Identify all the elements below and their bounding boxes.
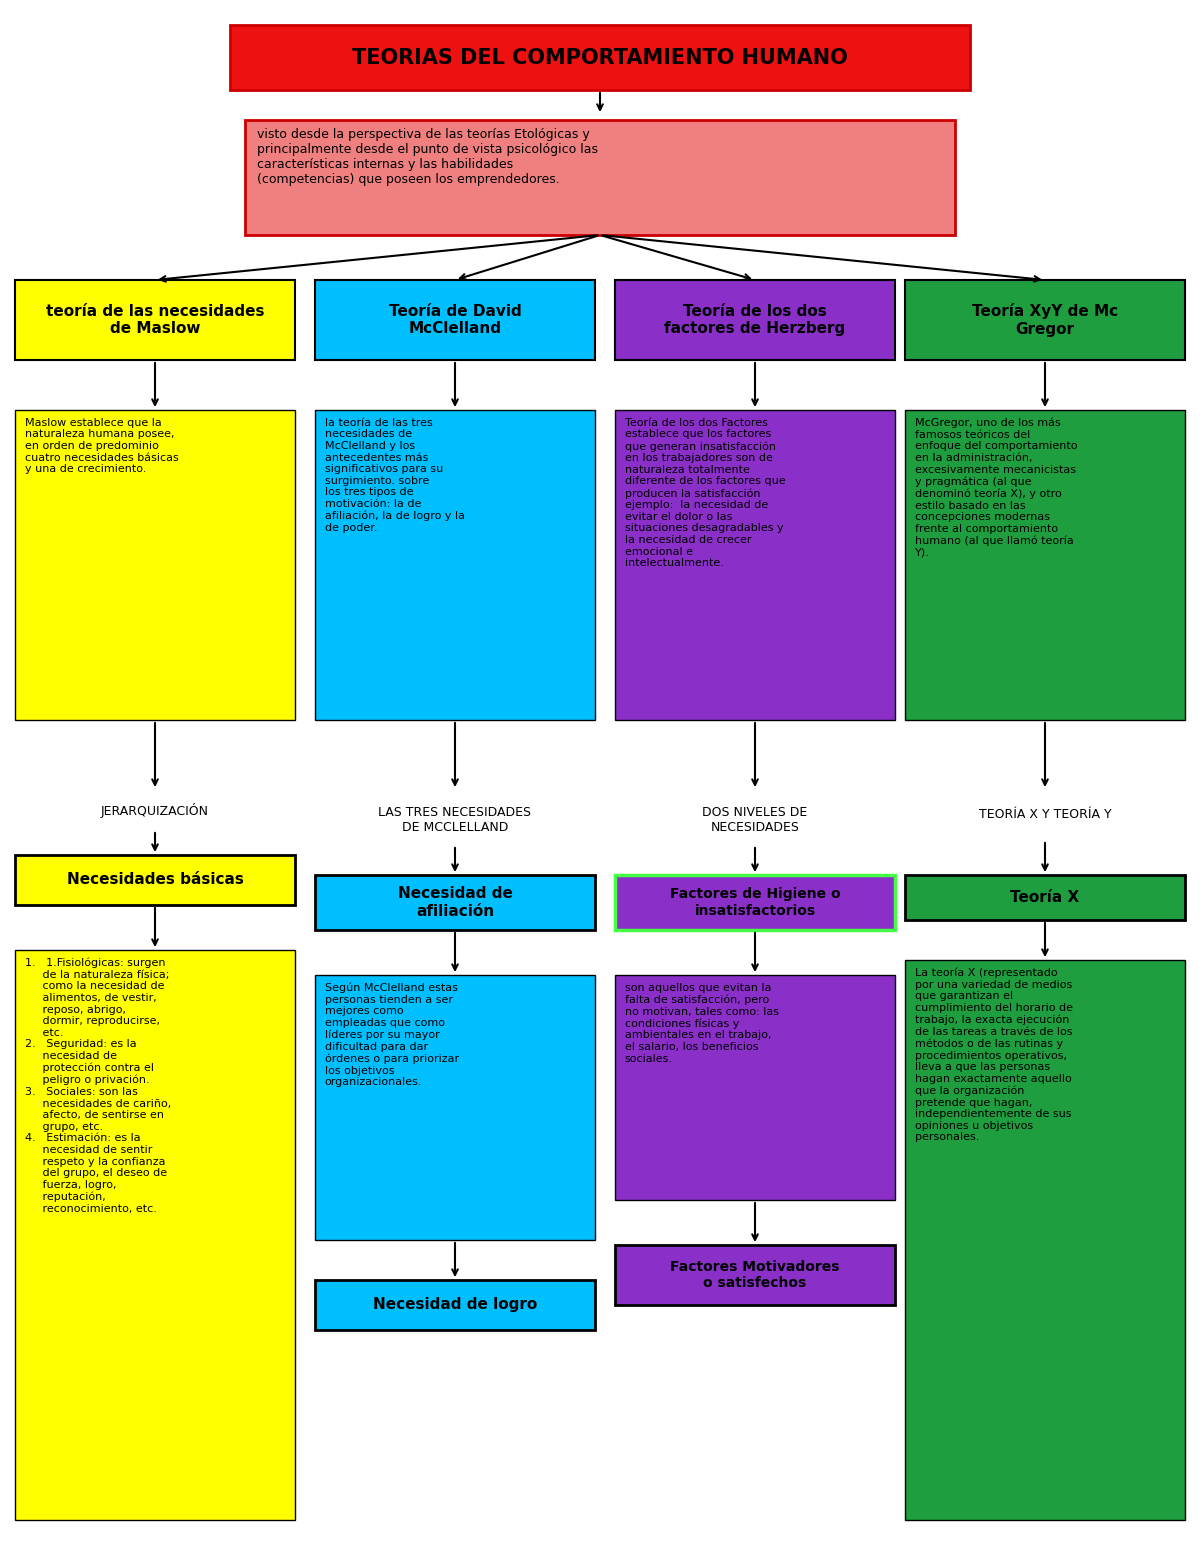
Text: La teoría X (representado
por una variedad de medios
que garantizan el
cumplimie: La teoría X (representado por una varied… [914, 968, 1073, 1143]
Text: Factores Motivadores
o satisfechos: Factores Motivadores o satisfechos [671, 1259, 840, 1291]
Bar [616, 975, 895, 1200]
Text: JERARQUIZACIÓN: JERARQUIZACIÓN [101, 803, 209, 817]
Text: Necesidad de logro: Necesidad de logro [373, 1297, 538, 1312]
Bar [314, 874, 595, 930]
Text: Factores de Higiene o
insatisfactorios: Factores de Higiene o insatisfactorios [670, 887, 840, 918]
Text: Teoría XyY de Mc
Gregor: Teoría XyY de Mc Gregor [972, 303, 1118, 337]
Bar [905, 410, 1186, 721]
Bar [905, 874, 1186, 919]
Text: son aquellos que evitan la
falta de satisfacción, pero
no motivan, tales como: l: son aquellos que evitan la falta de sati… [624, 983, 779, 1064]
Text: Según McClelland estas
personas tienden a ser
mejores como
empleadas que como
lí: Según McClelland estas personas tienden … [324, 983, 458, 1087]
Text: Maslow establece que la
naturaleza humana posee,
en orden de predominio
cuatro n: Maslow establece que la naturaleza human… [24, 418, 179, 474]
Text: LAS TRES NECESIDADES
DE MCCLELLAND: LAS TRES NECESIDADES DE MCCLELLAND [378, 806, 532, 834]
Text: teoría de las necesidades
de Maslow: teoría de las necesidades de Maslow [46, 304, 264, 335]
Text: TEORÍA X Y TEORÍA Y: TEORÍA X Y TEORÍA Y [979, 809, 1111, 822]
Bar [314, 975, 595, 1239]
Bar [14, 280, 295, 360]
Text: TEORIAS DEL COMPORTAMIENTO HUMANO: TEORIAS DEL COMPORTAMIENTO HUMANO [352, 48, 848, 67]
Text: la teoría de las tres
necesidades de
McClelland y los
antecedentes más
significa: la teoría de las tres necesidades de McC… [324, 418, 464, 533]
Text: Teoría de los dos Factores
establece que los factores
que generan insatisfacción: Teoría de los dos Factores establece que… [624, 418, 785, 568]
Text: 1.   1.Fisiológicas: surgen
     de la naturaleza física;
     como la necesidad: 1. 1.Fisiológicas: surgen de la naturale… [24, 958, 170, 1213]
Text: McGregor, uno de los más
famosos teóricos del
enfoque del comportamiento
en la a: McGregor, uno de los más famosos teórico… [914, 418, 1078, 558]
Bar [245, 120, 955, 235]
Bar [14, 856, 295, 905]
Bar [616, 280, 895, 360]
Text: Necesidad de
afiliación: Necesidad de afiliación [397, 887, 512, 919]
Bar [14, 410, 295, 721]
Text: Teoría X: Teoría X [1010, 890, 1080, 905]
Bar [905, 280, 1186, 360]
Bar [14, 950, 295, 1520]
Text: Teoría de los dos
factores de Herzberg: Teoría de los dos factores de Herzberg [665, 304, 846, 335]
Bar [616, 410, 895, 721]
Text: DOS NIVELES DE
NECESIDADES: DOS NIVELES DE NECESIDADES [702, 806, 808, 834]
Bar [230, 25, 970, 90]
Bar [314, 410, 595, 721]
Bar [616, 1246, 895, 1305]
Text: Teoría de David
McClelland: Teoría de David McClelland [389, 304, 521, 335]
Bar [616, 874, 895, 930]
Text: Necesidades básicas: Necesidades básicas [66, 873, 244, 887]
Bar [314, 1280, 595, 1329]
Bar [314, 280, 595, 360]
Text: visto desde la perspectiva de las teorías Etológicas y
principalmente desde el p: visto desde la perspectiva de las teoría… [257, 127, 598, 186]
Bar [905, 960, 1186, 1520]
